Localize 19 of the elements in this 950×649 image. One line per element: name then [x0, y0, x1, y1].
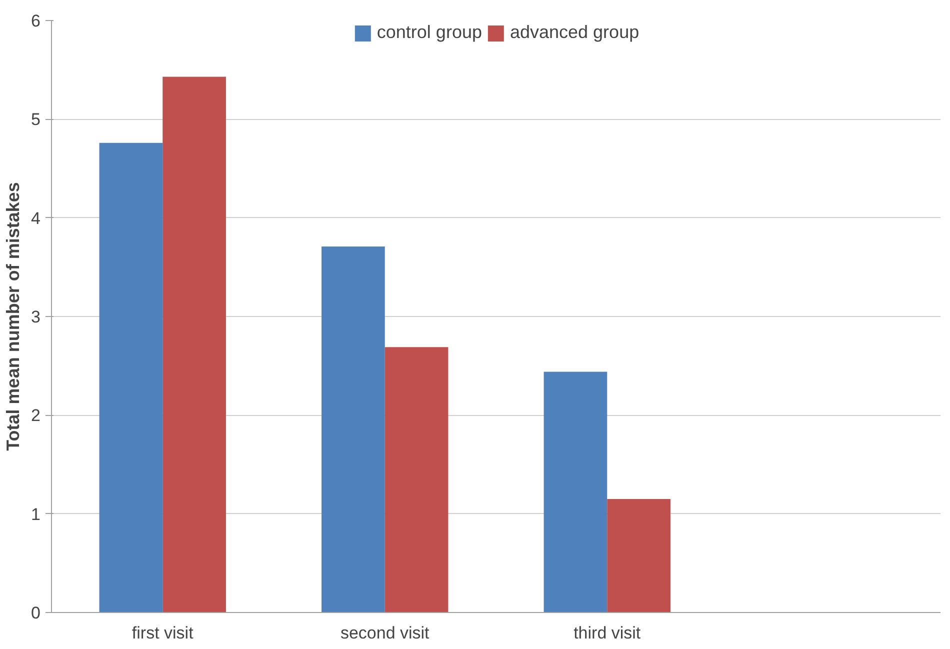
y-tick-label: 0	[31, 604, 41, 622]
y-tick-label: 1	[31, 504, 41, 524]
bar	[99, 142, 163, 612]
x-tick-label: third visit	[574, 624, 641, 642]
y-tick-label: 5	[31, 110, 41, 130]
bar	[544, 372, 608, 612]
x-tick-label: second visit	[340, 624, 430, 642]
y-axis-title: Total mean number of mistakes	[3, 182, 24, 451]
legend-label: advanced group	[510, 22, 640, 43]
y-tick-label: 6	[31, 12, 41, 30]
bar	[322, 246, 385, 612]
y-tick-label: 3	[31, 308, 41, 326]
bar	[384, 347, 448, 612]
x-tick-label: first visit	[132, 624, 194, 642]
y-tick-label: 2	[31, 406, 41, 426]
legend-label: control group	[376, 22, 482, 43]
y-tick-label: 4	[31, 208, 41, 228]
bar	[607, 499, 670, 612]
bar	[162, 76, 226, 612]
